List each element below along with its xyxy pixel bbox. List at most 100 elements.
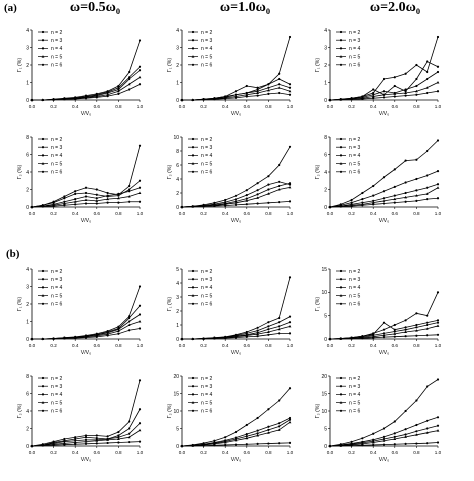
chart-2-ylabel: Γ₁ (%) (315, 58, 321, 72)
chart-11-legend-0-label: n = 2 (349, 376, 360, 382)
chart-8-ytick-label-3: 15 (321, 267, 327, 273)
chart-3-series-4-point-9 (128, 200, 131, 203)
chart-11-series-4-point-4 (372, 443, 375, 447)
chart-5-legend-4-label: n = 6 (349, 170, 360, 176)
chart-2-legend-4-label: n = 6 (349, 63, 360, 69)
column-header-1: ω=1.0ω₀ (219, 0, 271, 15)
chart-10-series-2-point-6 (245, 435, 248, 438)
chart-0-series-4-point-8 (117, 92, 120, 95)
chart-2-series-1-point-8 (415, 77, 418, 81)
chart-4-ylabel: Γ₂ (%) (167, 165, 173, 180)
chart-5-ytick-label-0: 0 (324, 205, 327, 211)
chart-10-legend-2-marker (191, 393, 195, 396)
chart-3-series-0-point-9 (128, 184, 131, 188)
chart-10-series-0-point-6 (245, 423, 248, 427)
chart-2-series-1-point-4 (372, 88, 375, 91)
chart-0-legend-2-label: n = 4 (51, 46, 62, 52)
chart-7-series-4-point-8 (267, 333, 270, 336)
chart-9-series-0-point-8 (117, 430, 120, 434)
chart-2-series-0-point-8 (415, 63, 418, 67)
chart-6-xtick-label-3: 0.6 (94, 343, 101, 348)
chart-2-ytick-label-3: 3 (324, 45, 327, 51)
chart-7-legend-0-marker (191, 269, 195, 273)
chart-2-xlabel: V/V₀ (379, 111, 390, 117)
chart-7-xtick-label-5: 1.0 (287, 343, 294, 348)
chart-3-xtick-label-3: 0.6 (94, 211, 101, 216)
chart-11-legend-3-marker (339, 401, 343, 404)
chart-9-series-3-point-3 (63, 441, 66, 445)
chart-8-series-3-point-8 (415, 329, 418, 332)
chart-8-series-2-point-9 (426, 323, 429, 327)
chart-2-legend-1-marker (339, 39, 343, 42)
chart-1-xtick-label-4: 0.8 (265, 104, 272, 109)
chart-10-legend-2-label: n = 4 (201, 392, 212, 398)
chart-2-series-2-point-8 (415, 84, 418, 88)
chart-4-legend-1-label: n = 3 (201, 145, 212, 151)
chart-11-series-4-point-9 (426, 442, 429, 445)
chart-3-series-1-point-2 (52, 201, 55, 204)
chart-9-legend-0-label: n = 2 (51, 376, 62, 382)
chart-9-ytick-label-3: 6 (26, 391, 29, 397)
chart-6-legend-2-label: n = 4 (51, 285, 62, 291)
chart-1-legend-0-marker (191, 30, 195, 34)
chart-6-ytick-label-2: 2 (26, 302, 29, 308)
chart-9-legend-2-marker (41, 393, 45, 396)
chart-2-series-2-point-4 (372, 93, 375, 96)
chart-1-xlabel: V/V₀ (231, 111, 242, 117)
chart-3-legend-4-marker (41, 170, 45, 173)
chart-10-legend-3-marker (191, 401, 195, 404)
chart-4-legend-4-marker (191, 170, 195, 173)
chart-7-legend-2-label: n = 4 (201, 285, 212, 291)
chart-6-ytick-label-4: 4 (26, 267, 29, 273)
chart-9-legend-3-label: n = 5 (51, 400, 62, 406)
chart-0-series-4-point-1 (41, 98, 44, 102)
chart-5-series-2-point-3 (361, 201, 364, 204)
chart-8-series-4-point-8 (415, 334, 418, 337)
chart-8-series-4-point-6 (393, 335, 396, 338)
chart-10-series-1-point-7 (256, 429, 259, 432)
chart-10-series-4-point-0 (180, 444, 184, 448)
chart-3-series-0-point-7 (106, 191, 109, 195)
chart-3-legend-3-label: n = 5 (51, 161, 62, 167)
chart-10-series-2-point-7 (256, 432, 259, 435)
chart-9-xtick-label-3: 0.6 (94, 450, 101, 455)
chart-3-series-3-point-7 (106, 197, 109, 201)
chart-6-series-4-point-1 (41, 337, 44, 341)
chart-0-legend-3-label: n = 5 (51, 54, 62, 60)
chart-1-legend-3-marker (191, 55, 195, 58)
chart-5-xtick-label-3: 0.6 (392, 211, 399, 216)
chart-11-series-3-point-10 (436, 429, 440, 432)
chart-5-series-0-point-4 (372, 184, 375, 188)
chart-0-series-3-point-8 (117, 89, 120, 93)
chart-4-legend-3-label: n = 5 (201, 161, 212, 167)
chart-11-series-3-point-9 (425, 431, 429, 434)
chart-7-series-3-point-7 (256, 332, 259, 336)
chart-11-legend-2-marker (339, 393, 343, 396)
chart-1-series-4-point-2 (202, 98, 205, 101)
chart-8-series-1-point-5 (382, 321, 386, 324)
chart-0-series-3-point-7 (106, 93, 109, 96)
chart-3-series-0-line (31, 145, 141, 208)
chart-6-series-2-point-9 (128, 320, 131, 323)
chart-1-legend-4-label: n = 6 (201, 63, 212, 69)
chart-6-xtick-label-4: 0.8 (115, 343, 122, 348)
chart-0-series-4-point-4 (74, 97, 77, 101)
chart-10-series-0-point-10 (288, 387, 292, 390)
chart-2-series-2-point-9 (426, 77, 429, 81)
chart-3-series-2-point-9 (128, 190, 131, 193)
chart-8-series-2-point-7 (404, 328, 407, 331)
chart-9-series-4-point-8 (117, 441, 120, 444)
chart-11-series-3-point-8 (415, 433, 418, 436)
chart-5-series-2-point-10 (436, 183, 440, 186)
chart-1-ytick-label-1: 1 (176, 80, 179, 86)
chart-10-series-1-point-6 (245, 433, 248, 436)
chart-4-ytick-label-0: 0 (176, 205, 179, 211)
chart-0-legend-4-marker (41, 63, 45, 66)
chart-5-legend-1-marker (339, 146, 343, 149)
chart-11-xtick-label-3: 0.6 (392, 450, 399, 455)
chart-5-series-0-line (329, 140, 439, 208)
chart-6-series-1-point-10 (138, 304, 142, 307)
chart-8-ytick-label-2: 10 (321, 290, 327, 296)
chart-3-legend-1-marker (41, 146, 45, 149)
chart-10-series-3-point-10 (288, 420, 292, 424)
